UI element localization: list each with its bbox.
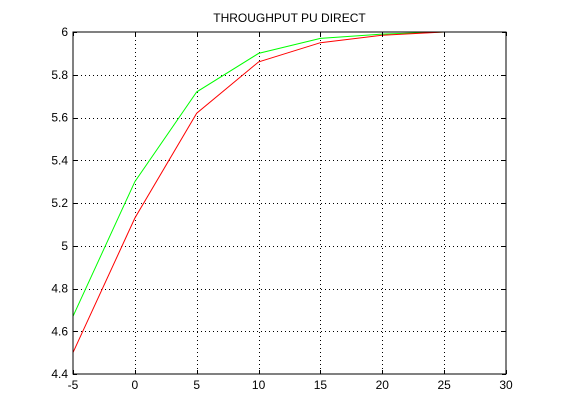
y-tick-label: 4.4 (51, 367, 68, 381)
x-tick-label: 5 (193, 378, 200, 392)
y-tick-label: 5.8 (51, 68, 68, 82)
grid-lines (73, 32, 506, 374)
y-tick-label: 5.2 (51, 196, 68, 210)
y-tick-label: 5.4 (51, 153, 68, 167)
x-tick-label: 20 (376, 378, 390, 392)
axis-ticks (73, 32, 507, 375)
x-tick-label: -5 (68, 378, 79, 392)
y-tick-label: 5 (61, 239, 68, 253)
y-tick-label: 6 (61, 25, 68, 39)
x-tick-label: 30 (499, 378, 513, 392)
y-tick-label: 5.6 (51, 111, 68, 125)
x-tick-label: 25 (437, 378, 451, 392)
x-tick-label: 0 (132, 378, 139, 392)
chart-title: THROUGHPUT PU DIRECT (213, 11, 366, 25)
tick-labels: -5 0 5 10 15 20 25 30 4.4 4.6 4.8 5 5.2 5.4 5.6 5.8 6 (51, 25, 513, 392)
x-tick-label: 15 (314, 378, 328, 392)
y-tick-label: 4.8 (51, 282, 68, 296)
y-tick-label: 4.6 (51, 324, 68, 338)
x-tick-label: 10 (252, 378, 266, 392)
